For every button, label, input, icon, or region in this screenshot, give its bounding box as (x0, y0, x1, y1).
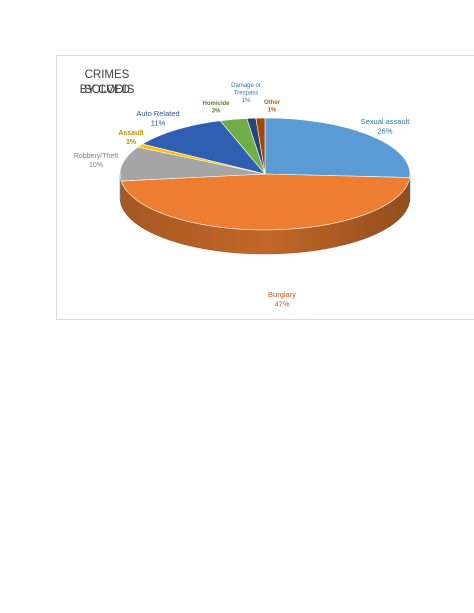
data-label-line: Assault (118, 130, 144, 137)
data-label-burglary: Burglary 47% (268, 290, 296, 308)
data-label-sexual-assault: Sexual assault 26% (361, 117, 411, 135)
data-label-line: 1% (268, 108, 277, 114)
data-label-line: Damage or (231, 83, 261, 89)
data-label-line: Trespass (234, 91, 258, 97)
pie-slice-sexual-assault (264, 117, 411, 178)
data-label-other: Other 1% (264, 100, 281, 114)
chart-title-line-1: CRIMES SOLVED (84, 69, 130, 96)
pie-top-layer (119, 117, 411, 231)
data-label-line: 10% (89, 162, 103, 169)
data-label-assault: Assault 1% (118, 130, 144, 146)
pie-side-shading (120, 174, 122, 206)
data-label-line: 47% (274, 299, 289, 308)
data-label-robbery: Robbery/Theft 10% (74, 153, 118, 169)
pie-slice-robbery-theft (119, 146, 266, 182)
pie-side-shading (121, 177, 410, 254)
data-label-line: Other (264, 100, 281, 106)
pie-label-layer: Sexual assault 26% Burglary 47% Robbery/Thef… (74, 83, 410, 308)
data-label-homicide: Homicide 3% (202, 101, 230, 115)
chart-title-line-2: BY CODIS (79, 84, 135, 96)
pie-slice-auto-related (141, 120, 266, 175)
pie-slice-burglary (120, 173, 411, 231)
data-label-line: 1% (242, 98, 251, 104)
data-label-line: Homicide (202, 101, 230, 107)
data-label-line: Auto Related (136, 109, 179, 118)
data-label-line: 26% (377, 126, 392, 135)
data-label-line: Robbery/Theft (74, 153, 118, 160)
data-label-line: 11% (151, 118, 166, 127)
data-label-line: 1% (126, 139, 137, 146)
data-label-line: Sexual assault (361, 117, 411, 126)
pie-slice-other (255, 117, 266, 175)
data-label-damage: Damage or Trespass 1% (231, 83, 261, 104)
data-label-auto: Auto Related 11% (136, 109, 179, 127)
data-label-line: Burglary (268, 290, 296, 299)
data-label-line: 3% (212, 109, 221, 115)
